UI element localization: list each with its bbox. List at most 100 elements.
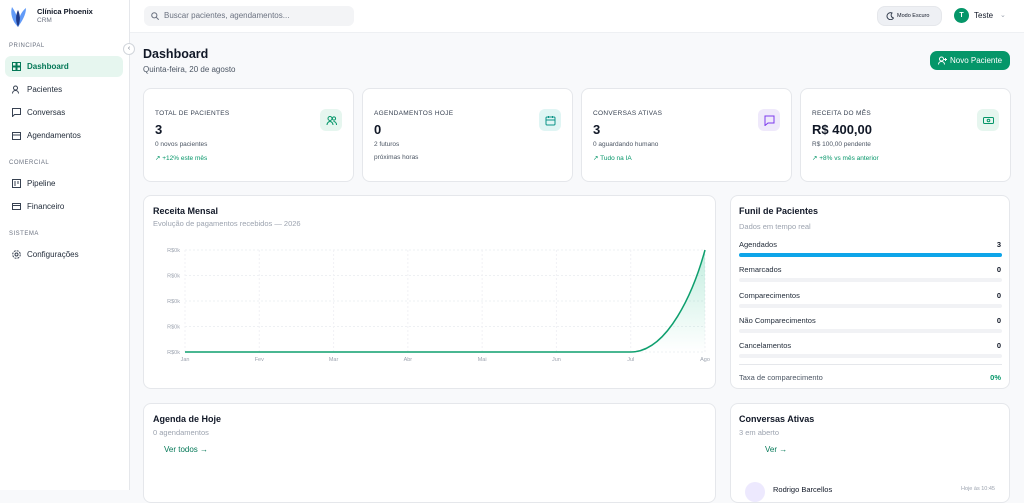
stat-value: 3 bbox=[593, 122, 601, 137]
stage-value: 0 bbox=[996, 341, 1001, 351]
conversation-avatar bbox=[745, 482, 765, 502]
stage-label: Não Comparecimentos bbox=[739, 315, 816, 325]
stat-label: RECEITA DO MÊS bbox=[812, 110, 871, 117]
icon bbox=[764, 115, 774, 126]
search-icon bbox=[151, 12, 159, 20]
stage-track bbox=[739, 354, 1002, 359]
stat-card: CONVERSAS ATIVAS 3 0 aguardando humano ↗ Tu… bbox=[581, 88, 792, 182]
x-tick-label: Fev bbox=[255, 357, 264, 363]
stage-label: Agendados bbox=[739, 240, 777, 249]
user-name[interactable]: Teste bbox=[974, 11, 994, 20]
x-tick-label: Ago bbox=[700, 357, 710, 363]
sidebar: Clínica Phoenix CRM ‹ PRINCIPAL Dashboar… bbox=[0, 0, 135, 490]
agenda-link[interactable]: Ver todos → bbox=[164, 445, 209, 454]
dark-mode-button[interactable]: Modo Escuro bbox=[877, 6, 942, 26]
line bbox=[185, 249, 706, 353]
y-tick-label: R$0k bbox=[167, 350, 180, 356]
icon bbox=[12, 62, 21, 71]
avatar[interactable]: T bbox=[954, 8, 969, 23]
nav-item[interactable]: Pipeline bbox=[5, 173, 123, 194]
collapse-button[interactable]: ‹ bbox=[123, 43, 135, 55]
new-patient-button[interactable]: Novo Paciente bbox=[930, 51, 1010, 70]
card-title: Receita Mensal bbox=[153, 206, 219, 216]
stat-value: 3 bbox=[155, 122, 163, 137]
x-tick-label: Jul bbox=[627, 357, 634, 363]
stat-sub: 2 futuros bbox=[374, 141, 400, 148]
topbar: Buscar pacientes, agendamentos... Modo E… bbox=[130, 0, 1024, 33]
stage-value: 0 bbox=[996, 290, 1001, 300]
card-subtitle: Dados em tempo real bbox=[739, 222, 811, 231]
stage-bar bbox=[739, 253, 1002, 257]
card-title: Agenda de Hoje bbox=[153, 414, 222, 424]
search-input[interactable]: Buscar pacientes, agendamentos... bbox=[144, 6, 354, 26]
nav-label: Agendamentos bbox=[27, 131, 81, 140]
icon bbox=[938, 56, 947, 65]
moon-icon bbox=[886, 12, 894, 20]
conversations-card: Conversas Ativas 3 em aberto Ver → Rodri… bbox=[730, 403, 1010, 503]
dark-mode-label: Modo Escuro bbox=[897, 13, 930, 19]
stage-value: 0 bbox=[996, 315, 1001, 325]
conversations-link[interactable]: Ver → bbox=[765, 445, 788, 454]
stage-label: Cancelamentos bbox=[739, 341, 792, 351]
stat-trend: ↗ +8% vs mês anterior bbox=[812, 155, 879, 162]
nav-label: Dashboard bbox=[27, 62, 69, 71]
stat-icon bbox=[977, 109, 999, 131]
stat-card: TOTAL DE PACIENTES 3 0 novos pacientes ↗ +1… bbox=[143, 88, 354, 182]
icon bbox=[12, 179, 21, 188]
brand-sub: CRM bbox=[37, 17, 52, 24]
logo bbox=[11, 7, 26, 27]
icon bbox=[12, 85, 19, 94]
stat-sub: R$ 100,00 pendente bbox=[812, 141, 871, 148]
page-date: Quinta-feira, 20 de agosto bbox=[143, 65, 236, 74]
stat-icon bbox=[320, 109, 342, 131]
nav-item[interactable]: Dashboard bbox=[5, 56, 123, 77]
nav-label: Pacientes bbox=[27, 85, 63, 94]
stat-value: R$ 400,00 bbox=[812, 122, 872, 137]
stat-label: CONVERSAS ATIVAS bbox=[593, 110, 663, 117]
nav-item[interactable]: Conversas bbox=[5, 102, 123, 123]
x-tick-label: Mar bbox=[329, 357, 339, 363]
card-subtitle: 3 em aberto bbox=[739, 428, 780, 437]
y-tick-label: R$0k bbox=[167, 299, 180, 305]
button-label: Novo Paciente bbox=[950, 56, 1003, 65]
icon bbox=[12, 203, 21, 210]
icon bbox=[982, 116, 994, 124]
nav-item[interactable]: Pacientes bbox=[5, 79, 123, 100]
section-title: COMERCIAL bbox=[9, 160, 50, 166]
card-title: Conversas Ativas bbox=[739, 414, 815, 424]
nav-label: Configurações bbox=[27, 250, 79, 259]
icon bbox=[12, 108, 21, 117]
card-title: Funil de Pacientes bbox=[739, 206, 819, 216]
stage-track bbox=[739, 303, 1002, 308]
brand: Clínica Phoenix bbox=[37, 7, 93, 16]
stage-value: 3 bbox=[996, 240, 1001, 249]
stage-label: Comparecimentos bbox=[739, 290, 800, 300]
stage-track bbox=[739, 328, 1002, 333]
x-tick-label: Mai bbox=[478, 357, 487, 363]
funnel-card: Funil de Pacientes Dados em tempo real T… bbox=[730, 195, 1010, 389]
nav-label: Financeiro bbox=[27, 202, 65, 211]
stat-trend: ↗ +12% este mês bbox=[155, 155, 208, 162]
stage-track bbox=[739, 253, 1002, 257]
stage-value: 0 bbox=[996, 265, 1001, 275]
icon bbox=[326, 115, 337, 125]
icon bbox=[12, 250, 21, 259]
nav-item[interactable]: Agendamentos bbox=[5, 125, 123, 146]
nav-item[interactable]: Configurações bbox=[5, 244, 123, 265]
stat-sub: 0 novos pacientes bbox=[155, 141, 208, 148]
stage-track bbox=[739, 278, 1002, 283]
stat-card: RECEITA DO MÊS R$ 400,00 R$ 100,00 pendent… bbox=[800, 88, 1011, 182]
section-title: SISTEMA bbox=[9, 231, 39, 237]
icon bbox=[12, 132, 21, 140]
nav-label: Conversas bbox=[27, 108, 66, 117]
stat-icon bbox=[539, 109, 561, 131]
y-tick-label: R$0k bbox=[167, 274, 180, 280]
agenda-card: Agenda de Hoje 0 agendamentos Ver todos … bbox=[143, 403, 716, 503]
stat-value: 0 bbox=[374, 122, 382, 137]
nav-item[interactable]: Financeiro bbox=[5, 196, 123, 217]
card-subtitle: 0 agendamentos bbox=[153, 428, 209, 437]
x-tick-label: Jun bbox=[552, 357, 561, 363]
user-chevron[interactable]: ⌄ bbox=[1000, 12, 1006, 19]
